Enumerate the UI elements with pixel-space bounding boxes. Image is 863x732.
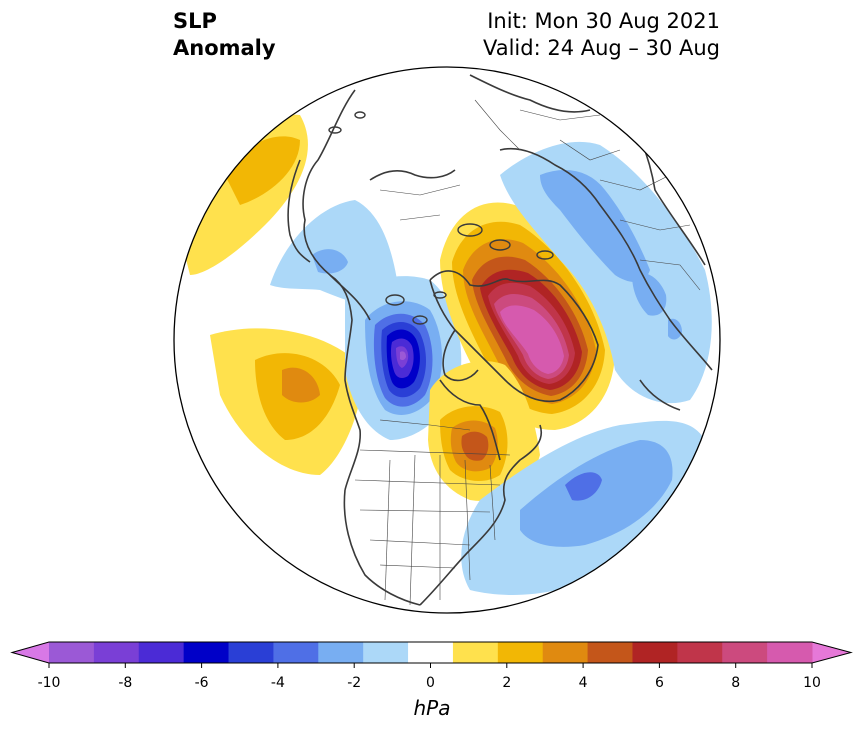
title-variable-line2: Anomaly (173, 36, 276, 60)
colorbar-segment (632, 642, 678, 663)
colorbar-tick-label: 10 (803, 675, 821, 691)
colorbar-tick-label: 8 (731, 675, 740, 691)
colorbar-segment (722, 642, 768, 663)
colorbar-segment (183, 642, 230, 663)
title-variable-line1: SLP (173, 9, 217, 33)
colorbar-segment (767, 642, 813, 663)
anomaly-negative-atlantic (461, 420, 705, 595)
colorbar-segment (318, 642, 364, 663)
colorbar-extend-min (12, 642, 49, 663)
colorbar-tick-label: 0 (426, 675, 435, 691)
map-boundary (173, 66, 721, 614)
colorbar-unit-label: hPa (414, 696, 451, 720)
colorbar-tick-label: -10 (38, 675, 61, 691)
colorbar-tick-label: -4 (271, 675, 285, 691)
anomaly-negative-eurasia (500, 141, 712, 404)
colorbar-segment (363, 642, 409, 663)
arctic-islands (328, 111, 554, 325)
colorbar-segment (542, 642, 589, 663)
colorbar-segment (497, 642, 544, 663)
title-valid-range: Valid: 24 Aug – 30 Aug (482, 36, 720, 60)
colorbar-tick-label: -6 (195, 675, 209, 691)
colorbar-segment (587, 642, 633, 663)
anomaly-positive-pacific (210, 328, 365, 475)
colorbar-tick-label: 4 (579, 675, 588, 691)
colorbar-segment (273, 642, 319, 663)
title-init-date: Init: Mon 30 Aug 2021 (487, 9, 720, 33)
colorbar-segment (138, 642, 185, 663)
polar-map (174, 67, 720, 613)
colorbar-tick-label: -2 (347, 675, 361, 691)
colorbar-segment (452, 642, 499, 663)
colorbar-segment (408, 642, 454, 663)
plot-title-dates: Init: Mon 30 Aug 2021 Valid: 24 Aug – 30… (483, 8, 720, 62)
colorbar-segment (49, 642, 95, 663)
colorbar-segment (677, 642, 723, 663)
colorbar-tick-label: 2 (502, 675, 511, 691)
colorbar: -10 -8 -6 -4 -2 0 2 4 6 8 10 (10, 641, 853, 691)
colorbar-segment (228, 642, 274, 663)
colorbar-segment (93, 642, 140, 663)
colorbar-tick-label: 6 (655, 675, 664, 691)
colorbar-extend-max (812, 642, 851, 663)
colorbar-tick-label: -8 (118, 675, 132, 691)
political-borders (354, 99, 701, 606)
coastlines (287, 74, 713, 606)
plot-title-variable: SLP Anomaly (173, 8, 276, 62)
